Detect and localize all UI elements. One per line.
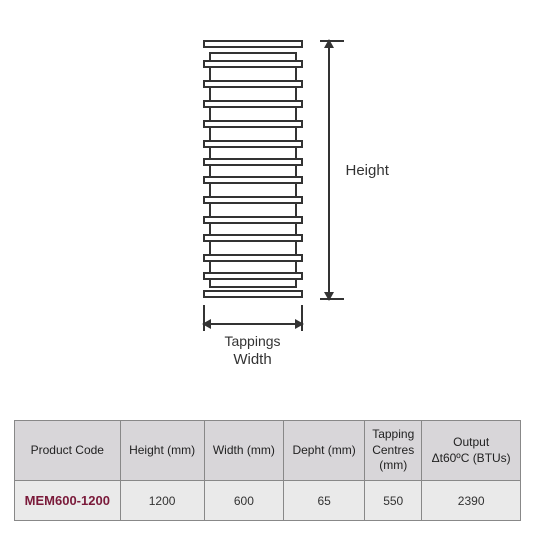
arrow-right-icon [295, 319, 304, 329]
radiator-bar [203, 272, 303, 280]
col-height: Height (mm) [120, 421, 204, 481]
height-label: Height [346, 162, 389, 179]
radiator-bar [203, 254, 303, 262]
arrow-up-icon [324, 39, 334, 48]
tappings-label: Tappings [203, 333, 303, 349]
radiator-bar [203, 234, 303, 242]
radiator-bar [203, 216, 303, 224]
table-header-row: Product Code Height (mm) Width (mm) Deph… [15, 421, 521, 481]
spec-table: Product Code Height (mm) Width (mm) Deph… [14, 420, 521, 521]
arrow-down-icon [324, 292, 334, 301]
cell-tapping-centres: 550 [365, 481, 422, 521]
cell-height: 1200 [120, 481, 204, 521]
radiator-bar [203, 60, 303, 68]
radiator-bar [203, 40, 303, 48]
cell-product-code: MEM600-1200 [15, 481, 121, 521]
spec-table-area: Product Code Height (mm) Width (mm) Deph… [0, 420, 535, 535]
radiator-bar [203, 176, 303, 184]
cell-output: 2390 [422, 481, 521, 521]
radiator-bar [203, 120, 303, 128]
dim-line [203, 323, 303, 325]
radiator-drawing [203, 40, 303, 300]
diagram-container: Height Tappings Width [118, 30, 418, 390]
dim-line [328, 40, 330, 300]
radiator-bar [203, 80, 303, 88]
cell-depth: 65 [284, 481, 365, 521]
radiator-bar [203, 290, 303, 298]
radiator-bar [203, 140, 303, 148]
cell-width: 600 [204, 481, 284, 521]
arrow-left-icon [202, 319, 211, 329]
col-depth: Depht (mm) [284, 421, 365, 481]
radiator-bar [203, 158, 303, 166]
col-product-code: Product Code [15, 421, 121, 481]
radiator-bar [203, 196, 303, 204]
table-row: MEM600-1200 1200 600 65 550 2390 [15, 481, 521, 521]
diagram-area: Height Tappings Width [0, 0, 535, 420]
radiator-bar [203, 100, 303, 108]
col-output: OutputΔt60ºC (BTUs) [422, 421, 521, 481]
col-tapping-centres: TappingCentres(mm) [365, 421, 422, 481]
col-width: Width (mm) [204, 421, 284, 481]
width-label: Width [203, 351, 303, 368]
